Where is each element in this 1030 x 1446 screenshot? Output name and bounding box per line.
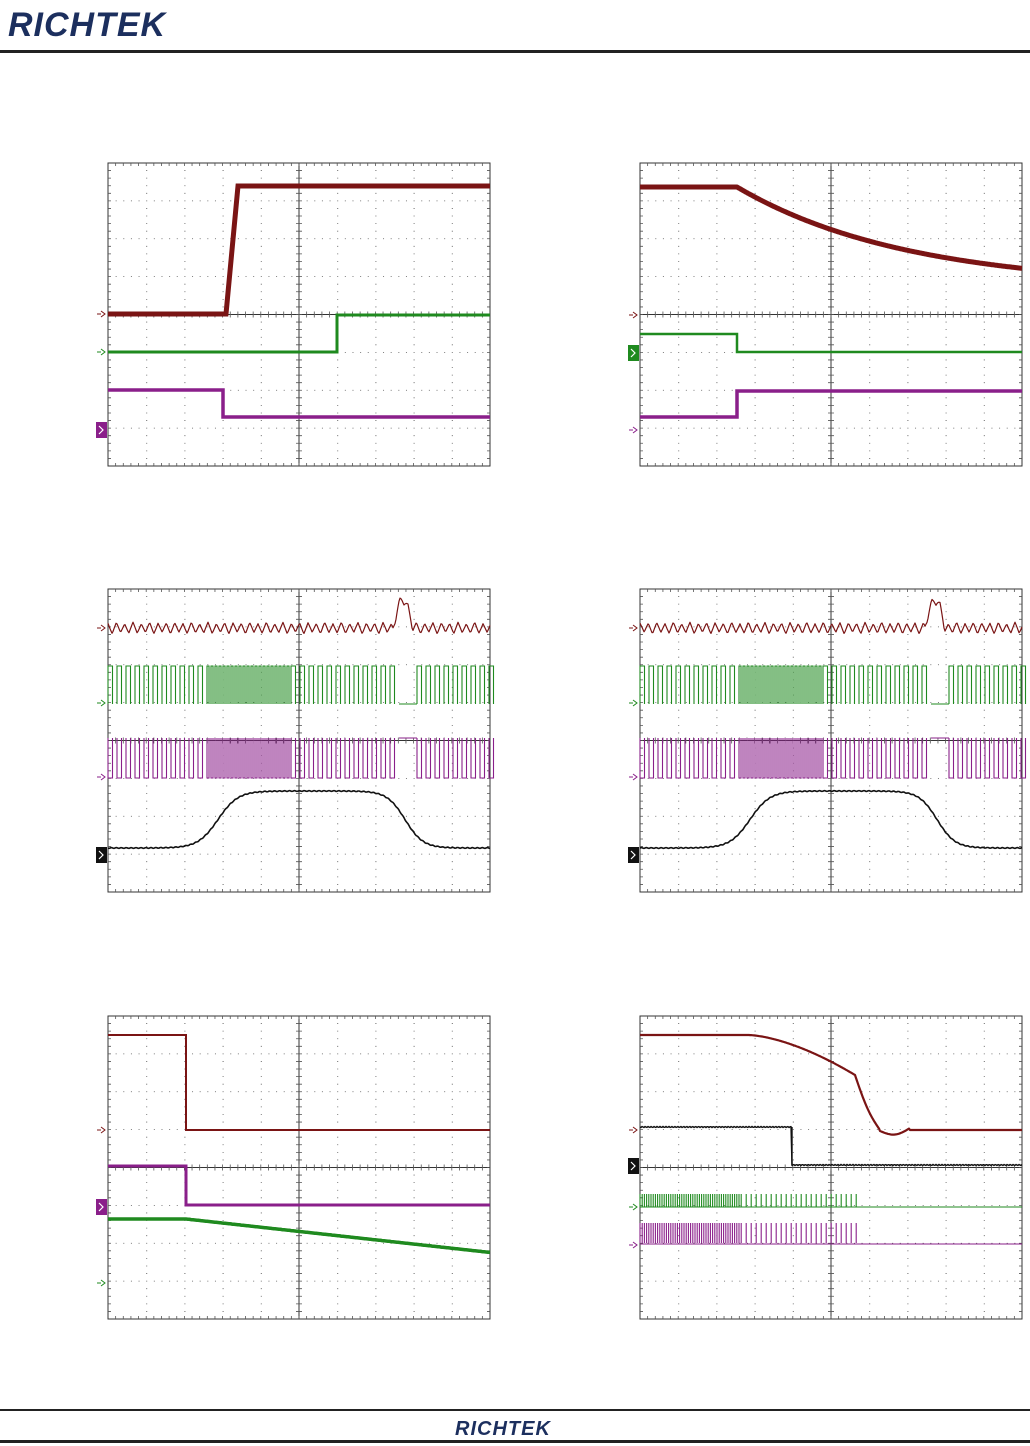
marker-purple xyxy=(96,422,107,438)
scope-capture-4 xyxy=(628,586,1028,896)
trace-purple xyxy=(640,389,1022,419)
marker-green xyxy=(97,348,106,356)
footer-divider-top xyxy=(0,1409,1030,1411)
marker-black xyxy=(628,1158,639,1174)
marker-red xyxy=(97,1126,106,1134)
marker-green xyxy=(629,699,638,707)
marker-purple xyxy=(629,773,638,781)
trace-purple xyxy=(107,737,495,779)
scope-capture-6 xyxy=(628,1013,1028,1323)
header-divider xyxy=(0,50,1030,53)
trace-purple xyxy=(639,1223,1022,1245)
trace-black xyxy=(639,789,1023,850)
trace-green xyxy=(107,665,495,705)
richtek-logo: RICHTEK xyxy=(8,6,167,44)
trace-red xyxy=(639,1033,1023,1136)
trace-green xyxy=(639,1194,1022,1208)
marker-black xyxy=(96,847,107,863)
trace-red xyxy=(638,184,1024,271)
footer-divider-bottom xyxy=(0,1440,1030,1443)
marker-purple xyxy=(629,426,638,434)
graticule-dots xyxy=(108,1016,490,1319)
trace-green xyxy=(639,665,1027,705)
marker-green xyxy=(97,1279,106,1287)
marker-purple xyxy=(629,1241,638,1249)
marker-red xyxy=(629,1126,638,1134)
marker-black xyxy=(628,847,639,863)
marker-red xyxy=(629,311,638,319)
marker-purple xyxy=(96,1199,107,1215)
trace-purple xyxy=(108,1164,490,1207)
marker-red xyxy=(97,624,106,632)
marker-green xyxy=(628,345,639,361)
scope-capture-3 xyxy=(96,586,496,896)
marker-green xyxy=(629,1203,638,1211)
trace-purple xyxy=(108,388,490,419)
scope-capture-5 xyxy=(96,1013,496,1323)
trace-red xyxy=(107,597,491,634)
trace-black xyxy=(107,789,491,850)
scope-capture-2 xyxy=(628,160,1028,470)
trace-black xyxy=(639,1125,1023,1167)
marker-red xyxy=(629,624,638,632)
scope-capture-1 xyxy=(96,160,496,470)
trace-red xyxy=(108,1034,490,1131)
graticule-dots xyxy=(640,1016,1022,1319)
marker-purple xyxy=(97,773,106,781)
trace-purple xyxy=(639,737,1027,779)
trace-red xyxy=(639,598,1023,634)
marker-green xyxy=(97,699,106,707)
trace-green xyxy=(640,332,1022,354)
trace-green xyxy=(107,1217,491,1255)
trace-green xyxy=(108,313,490,354)
marker-red xyxy=(97,310,106,318)
trace-red xyxy=(108,183,490,317)
richtek-footer-logo: RICHTEK xyxy=(455,1418,551,1440)
